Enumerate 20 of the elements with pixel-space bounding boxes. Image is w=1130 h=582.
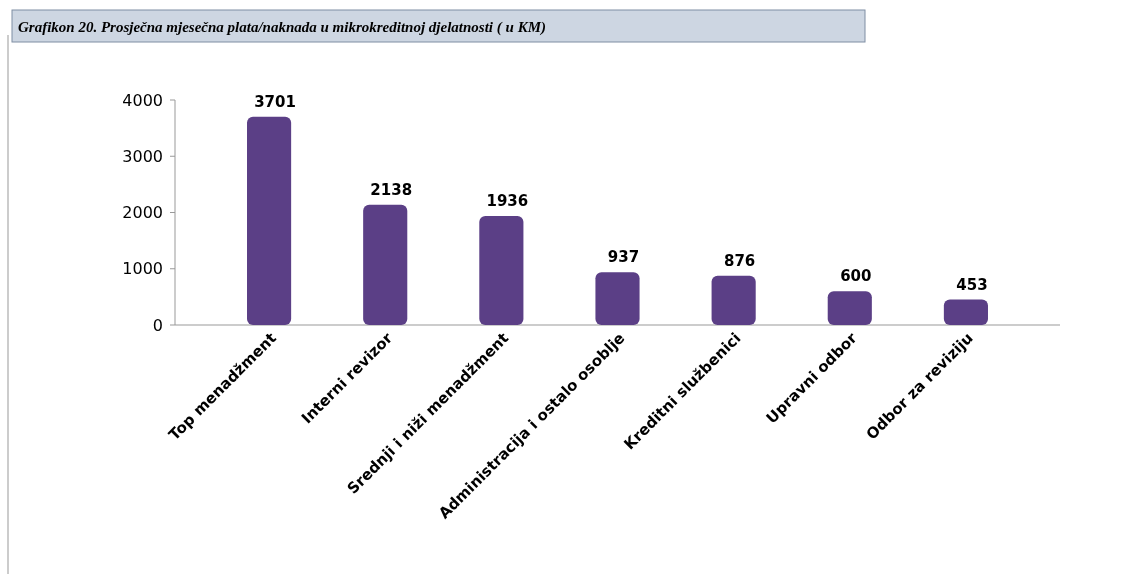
data-label: 876	[723, 251, 756, 270]
bar	[247, 116, 292, 325]
bar	[479, 216, 524, 325]
data-label: 1936	[486, 192, 529, 211]
y-tick-label: 0	[152, 315, 163, 335]
bar	[943, 299, 988, 325]
chart-title: Grafikon 20. Prosječna mjesečna plata/naknada u mikrokreditnoj djelatnosti ( u KM)	[18, 19, 546, 36]
y-tick-label: 1000	[122, 259, 163, 279]
y-tick-label: 3000	[122, 146, 163, 166]
data-label: 3701	[254, 92, 296, 111]
bar	[595, 272, 640, 325]
data-label: 453	[956, 275, 988, 294]
bar	[827, 291, 872, 325]
bar	[711, 275, 756, 325]
data-label: 2138	[370, 180, 413, 199]
data-label: 600	[840, 267, 872, 286]
y-tick-label: 2000	[122, 203, 163, 223]
bar	[363, 204, 408, 325]
data-label: 937	[607, 248, 640, 267]
y-tick-label: 4000	[122, 90, 163, 110]
